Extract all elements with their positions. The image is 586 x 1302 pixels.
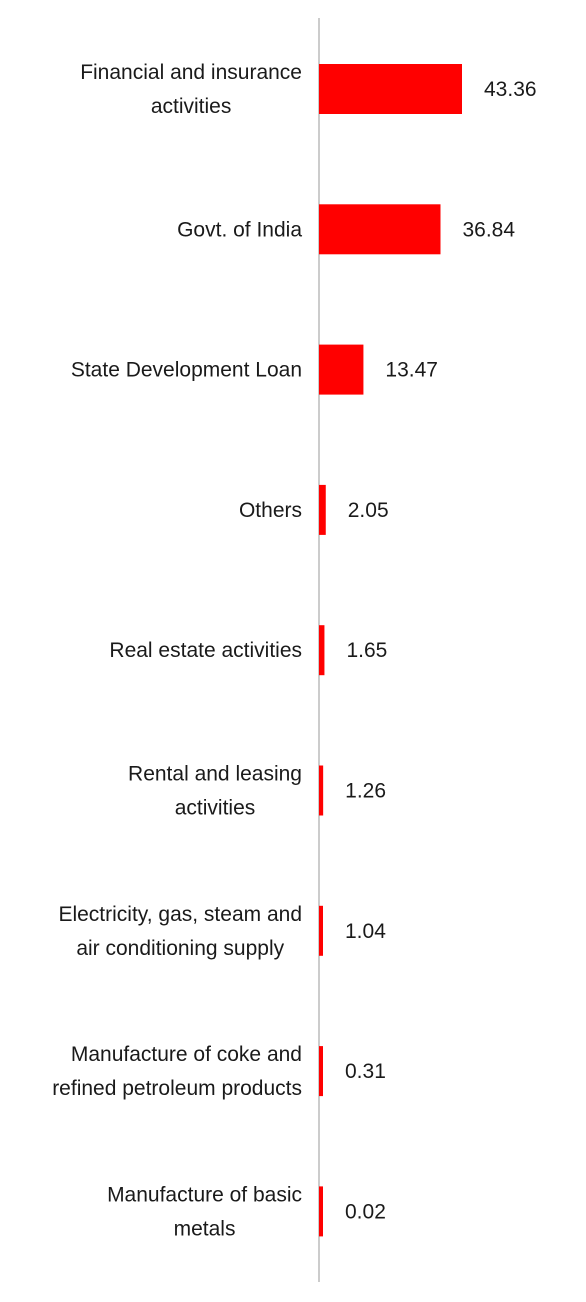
value-label-4: 1.65 [346, 639, 387, 662]
category-label-line: Real estate activities [109, 639, 302, 662]
value-label-2: 13.47 [385, 359, 438, 382]
chart-marks: Financial and insurance activities 43.36 Go… [52, 61, 536, 1240]
value-label-1: 36.84 [462, 218, 515, 241]
category-label-7: Manufacture of coke and refined petroleum… [52, 1043, 302, 1100]
category-label-3: Others [239, 499, 302, 522]
category-label-line: State Development Loan [71, 359, 302, 382]
value-label-3: 2.05 [348, 499, 389, 522]
category-label-line: Others [239, 499, 302, 522]
category-label-2: State Development Loan [71, 359, 302, 382]
category-label-line: air conditioning supply [76, 937, 284, 960]
category-label-6: Electricity, gas, steam and air condition… [58, 903, 302, 960]
bar-4 [319, 625, 325, 676]
bar-6 [319, 905, 323, 956]
category-label-line: Electricity, gas, steam and [58, 903, 302, 926]
category-label-line: Manufacture of basic [107, 1183, 302, 1206]
value-label-5: 1.26 [345, 780, 386, 803]
bar-7 [319, 1046, 323, 1097]
category-label-5: Rental and leasing activities [128, 763, 302, 820]
value-label-7: 0.31 [345, 1060, 386, 1083]
category-label-1: Govt. of India [177, 218, 302, 241]
bar-0 [319, 64, 462, 114]
bar-1 [319, 204, 441, 255]
category-label-4: Real estate activities [109, 639, 302, 662]
value-label-6: 1.04 [345, 920, 386, 943]
bar-8 [319, 1186, 323, 1237]
category-label-line: metals [174, 1217, 236, 1240]
bar-5 [319, 765, 324, 816]
category-label-line: Financial and insurance [80, 61, 302, 84]
category-label-line: Govt. of India [177, 218, 302, 241]
bar-3 [319, 484, 326, 535]
category-label-line: Rental and leasing [128, 763, 302, 786]
category-label-line: activities [151, 95, 232, 118]
value-label-0: 43.36 [484, 78, 537, 101]
value-label-8: 0.02 [345, 1200, 386, 1223]
category-label-0: Financial and insurance activities [80, 61, 302, 118]
category-label-line: refined petroleum products [52, 1077, 302, 1100]
bar-2 [319, 344, 364, 395]
category-label-line: Manufacture of coke and [71, 1043, 302, 1066]
category-label-8: Manufacture of basic metals [107, 1183, 302, 1240]
category-label-line: activities [175, 797, 256, 820]
